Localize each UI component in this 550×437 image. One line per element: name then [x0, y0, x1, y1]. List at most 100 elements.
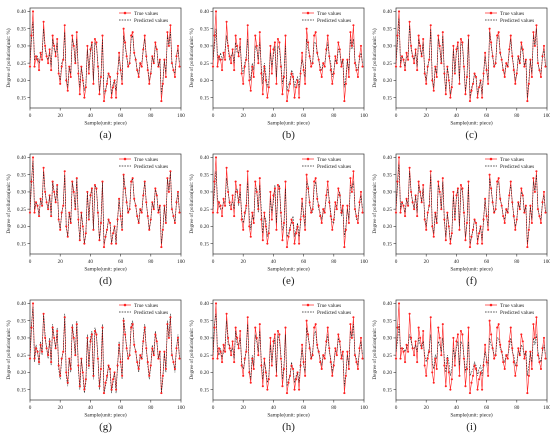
data-point-true-values: [219, 58, 222, 61]
data-point-true-values: [435, 221, 438, 225]
data-point-true-values: [211, 211, 215, 214]
data-point-true-values: [335, 208, 338, 211]
data-point-true-values: [340, 211, 343, 214]
data-point-true-values: [176, 44, 180, 47]
x-tick-label: 20: [58, 259, 64, 265]
data-point-true-values: [142, 48, 145, 51]
data-point-true-values: [99, 75, 103, 79]
panel-label: (g): [99, 421, 112, 433]
x-tick-label: 0: [29, 405, 32, 411]
data-point-true-values: [163, 350, 166, 353]
data-point-true-values: [316, 51, 319, 54]
data-point-true-values: [45, 55, 48, 58]
data-point-true-values: [48, 194, 51, 197]
data-point-true-values: [429, 170, 432, 173]
data-point-true-values: [428, 350, 431, 353]
panel-label: (f): [466, 275, 477, 287]
data-point-true-values: [311, 354, 314, 357]
data-point-true-values: [127, 357, 130, 360]
legend-label-predicted: Predicted values: [134, 18, 168, 24]
data-point-true-values: [71, 34, 74, 37]
data-point-true-values: [166, 31, 169, 34]
series-line-true-values: [29, 157, 180, 248]
data-point-true-values: [118, 51, 121, 54]
data-point-true-values: [216, 357, 219, 360]
data-point-true-values: [500, 58, 503, 61]
data-point-true-values: [394, 357, 398, 360]
data-point-true-values: [161, 374, 164, 377]
y-tick-label: 0.15: [200, 241, 209, 247]
y-tick-label: 0.30: [200, 190, 209, 196]
data-point-true-values: [302, 69, 305, 72]
y-tick-label: 0.25: [200, 61, 209, 67]
data-point-true-values: [423, 218, 426, 221]
data-point-true-values: [396, 34, 399, 37]
data-point-true-values: [490, 41, 493, 44]
data-point-true-values: [344, 82, 347, 85]
data-point-true-values: [485, 215, 488, 218]
data-point-true-values: [231, 48, 234, 51]
data-point-true-values: [42, 312, 45, 315]
data-point-true-values: [313, 34, 316, 37]
data-point-true-values: [143, 326, 146, 329]
x-tick-label: 100: [543, 405, 550, 411]
data-point-true-values: [438, 336, 441, 339]
data-point-true-values: [328, 347, 331, 350]
series-line-true-values: [212, 11, 363, 102]
data-point-true-values: [496, 326, 499, 329]
data-point-true-values: [161, 228, 164, 231]
data-point-true-values: [304, 374, 307, 377]
data-point-true-values: [125, 55, 128, 58]
data-point-true-values: [122, 319, 125, 322]
data-point-true-values: [502, 361, 505, 364]
data-point-true-values: [346, 204, 349, 207]
data-point-true-values: [60, 357, 63, 360]
data-point-true-values: [413, 354, 416, 357]
data-point-true-values: [266, 388, 269, 391]
data-point-true-values: [302, 361, 305, 364]
data-point-true-values: [249, 235, 252, 238]
x-tick-label: 40: [88, 405, 94, 411]
data-point-true-values: [343, 392, 346, 395]
data-point-true-values: [314, 177, 317, 180]
data-point-true-values: [69, 367, 72, 371]
data-point-true-values: [539, 221, 543, 225]
data-point-true-values: [130, 326, 133, 329]
data-point-true-values: [139, 62, 142, 65]
data-point-true-values: [31, 10, 35, 13]
data-point-true-values: [240, 218, 243, 221]
data-point-true-values: [75, 323, 78, 326]
data-point-true-values: [291, 367, 295, 371]
data-point-true-values: [426, 211, 429, 214]
legend-label-predicted: Predicted values: [500, 18, 534, 24]
legend-marker-true: [489, 303, 493, 307]
data-point-true-values: [298, 388, 301, 391]
legend-label-true: True values: [317, 157, 341, 163]
data-point-true-values: [443, 364, 446, 367]
data-point-true-values: [464, 385, 467, 388]
x-tick-label: 0: [212, 405, 215, 411]
data-point-true-values: [509, 326, 512, 329]
legend-label-true: True values: [134, 303, 158, 309]
data-point-true-values: [464, 93, 467, 96]
data-point-true-values: [298, 96, 301, 99]
data-point-true-values: [142, 194, 145, 197]
legend-label-predicted: Predicted values: [317, 310, 351, 316]
legend-label-predicted: Predicted values: [134, 164, 168, 170]
data-point-true-values: [410, 190, 413, 193]
data-point-true-values: [139, 208, 142, 211]
data-point-true-values: [266, 96, 269, 99]
data-point-true-values: [121, 228, 124, 231]
data-point-true-values: [80, 65, 83, 68]
data-point-true-values: [69, 221, 72, 225]
data-point-true-values: [355, 69, 358, 72]
data-point-true-values: [476, 242, 479, 245]
data-point-true-values: [544, 211, 547, 214]
data-point-true-values: [310, 357, 313, 360]
y-axis-label: Degree of pollution(unit: %): [5, 28, 12, 87]
series-line-true-values: [29, 11, 180, 102]
data-point-true-values: [304, 82, 307, 85]
data-point-true-values: [172, 215, 175, 218]
data-point-true-values: [28, 357, 32, 360]
data-point-true-values: [53, 190, 56, 193]
